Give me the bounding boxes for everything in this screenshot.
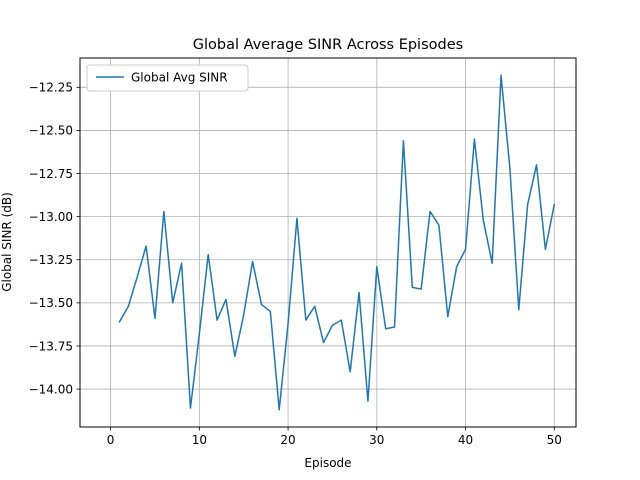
legend: Global Avg SINR [86,64,249,92]
plot-area [80,58,576,427]
x-tick-label: 20 [280,433,295,447]
y-tick-label: −13.25 [29,253,73,267]
series-line-global-avg-sinr [118,74,556,411]
chart-title: Global Average SINR Across Episodes [193,37,463,53]
x-tick-label: 30 [369,433,384,447]
y-tick-label: −12.50 [29,124,73,138]
y-tick-label: −13.50 [29,296,73,310]
y-axis: −14.00 −13.75 −13.50 −13.25 −13.00 −12.75 −12.… [29,81,80,396]
legend-box [86,64,249,92]
y-axis-label: Global SINR (dB) [0,192,14,292]
y-tick-label: −14.00 [29,382,73,396]
x-axis: 0 10 20 30 40 50 [107,427,562,447]
x-axis-label: Episode [304,456,351,470]
grid-lines [80,58,576,427]
x-tick-label: 10 [192,433,207,447]
x-tick-label: 0 [107,433,115,447]
y-tick-label: −13.00 [29,210,73,224]
y-tick-label: −12.25 [29,81,73,95]
series-layer [118,74,556,411]
x-tick-label: 50 [547,433,562,447]
y-tick-label: −13.75 [29,339,73,353]
y-tick-label: −12.75 [29,167,73,181]
legend-label-global-avg-sinr: Global Avg SINR [131,71,228,85]
x-tick-label: 40 [458,433,473,447]
plot-frame [79,57,577,428]
